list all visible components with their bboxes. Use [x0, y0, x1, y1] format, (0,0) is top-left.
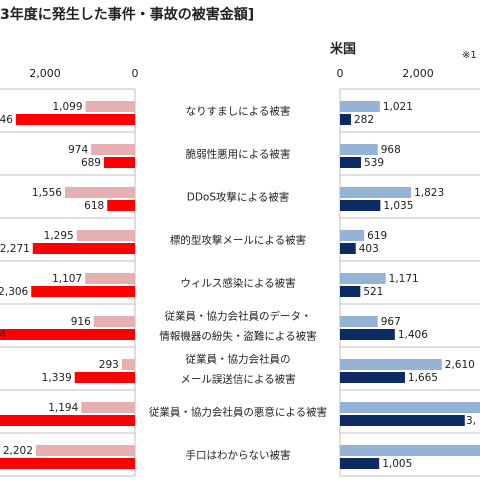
left-bar-prev-label: 1,194 — [48, 402, 78, 414]
right-bar-prev-year — [340, 273, 386, 284]
left-bar-curr-year — [15, 114, 135, 125]
left-bar-prev-year — [76, 230, 135, 241]
left-bar-prev-year — [64, 187, 135, 198]
right-bar-prev-year — [340, 187, 412, 198]
right-bar-prev-year — [340, 230, 365, 241]
right-bar-prev-year — [340, 101, 380, 112]
left-bar-curr-year — [0, 458, 135, 469]
us-panel-label: 米国 — [330, 42, 357, 57]
footnote-mark: ※1 — [462, 50, 477, 61]
category-label: 手口はわからない被害 — [186, 449, 291, 462]
left-bar-prev-label: 293 — [99, 359, 119, 371]
right-bar-prev-year — [340, 316, 378, 327]
left-bar-curr-label: 2,646 — [0, 114, 13, 126]
left-bar-curr-year — [31, 286, 136, 297]
right-bar-curr-year — [340, 458, 380, 469]
right-bar-curr-year — [340, 415, 465, 426]
right-bar-curr-label: 403 — [359, 243, 379, 255]
left-bar-curr-label: 2,306 — [0, 286, 29, 298]
left-bar-prev-year — [121, 359, 135, 370]
right-bar-prev-year — [340, 402, 480, 413]
category-label: 従業員・協力会社員の — [186, 353, 291, 366]
left-bar-prev-label: 1,099 — [52, 101, 82, 113]
left-bar-curr-year — [103, 157, 135, 168]
left-bar-prev-label: 1,107 — [52, 273, 82, 285]
right-bar-prev-label: 2,610 — [445, 359, 475, 371]
left-bar-prev-label: 2,202 — [3, 445, 33, 457]
left-bar-curr-year — [0, 415, 135, 426]
left-bar-prev-label: 974 — [68, 144, 88, 156]
right-bar-prev-year — [340, 359, 442, 370]
right-bar-curr-year — [340, 329, 395, 340]
right-bar-curr-label: 539 — [364, 157, 384, 169]
category-label: 従業員・協力会社員の悪意による被害 — [149, 406, 327, 419]
category-label: 情報機器の紛失・盗難による被害 — [159, 330, 316, 343]
category-label: メール誤送信による被害 — [180, 373, 295, 386]
category-label: 脆弱性悪用による被害 — [186, 148, 291, 161]
left-bar-curr-year — [32, 243, 135, 254]
category-label: DDoS攻撃による被害 — [187, 191, 289, 204]
right-x-tick-label: 0 — [337, 67, 344, 80]
left-bar-prev-year — [85, 101, 135, 112]
left-bar-curr-year — [107, 200, 135, 211]
right-bar-curr-year — [340, 114, 351, 125]
right-bar-prev-year — [340, 144, 378, 155]
left-bar-prev-year — [85, 273, 135, 284]
right-bar-curr-label: 3, — [466, 415, 476, 427]
right-bar-curr-label: 1,035 — [383, 200, 413, 212]
chart-title: 3年度に発生した事件・事故の被害金額] — [0, 7, 255, 23]
left-bar-curr-label: 618 — [84, 200, 104, 212]
right-bar-curr-year — [340, 157, 362, 168]
category-label: 標的型攻撃メールによる被害 — [170, 234, 306, 247]
left-bar-curr-label: 689 — [81, 157, 101, 169]
left-x-tick-label: 0 — [132, 67, 139, 80]
right-x-tick-label: 2,000 — [402, 67, 434, 80]
left-bar-prev-label: 1,295 — [44, 230, 74, 242]
left-x-tick-label: 2,000 — [29, 67, 61, 80]
category-label: 従業員・協力会社員のデータ・ — [165, 310, 312, 323]
right-bar-curr-label: 1,005 — [382, 458, 412, 470]
right-bar-prev-label: 1,171 — [389, 273, 419, 285]
left-bar-curr-year — [0, 329, 135, 340]
left-bar-curr-label: 4 — [0, 329, 6, 341]
category-label: なりすましによる被害 — [186, 105, 291, 118]
right-bar-prev-label: 619 — [367, 230, 387, 242]
left-bar-prev-label: 916 — [71, 316, 91, 328]
left-bar-curr-year — [74, 372, 135, 383]
left-bar-prev-year — [81, 402, 135, 413]
category-label: ウィルス感染による被害 — [180, 277, 295, 290]
right-bar-curr-label: 1,665 — [408, 372, 438, 384]
right-bar-prev-label: 1,823 — [414, 187, 444, 199]
left-bar-prev-year — [91, 144, 135, 155]
left-bar-prev-label: 1,556 — [32, 187, 62, 199]
right-bar-prev-label: 968 — [381, 144, 401, 156]
right-bar-curr-year — [340, 286, 361, 297]
left-bar-curr-label: 2,271 — [0, 243, 30, 255]
right-bar-curr-label: 521 — [363, 286, 383, 298]
right-bar-curr-year — [340, 243, 356, 254]
right-bar-curr-label: 1,406 — [398, 329, 428, 341]
right-bar-prev-label: 1,021 — [383, 101, 413, 113]
left-bar-curr-label: 1,339 — [42, 372, 72, 384]
left-bar-prev-year — [35, 445, 135, 456]
right-bar-curr-year — [340, 200, 381, 211]
right-bar-curr-label: 282 — [354, 114, 374, 126]
right-bar-curr-year — [340, 372, 405, 383]
left-bar-prev-year — [93, 316, 135, 327]
right-bar-prev-label: 967 — [381, 316, 401, 328]
right-bar-prev-year — [340, 445, 480, 456]
